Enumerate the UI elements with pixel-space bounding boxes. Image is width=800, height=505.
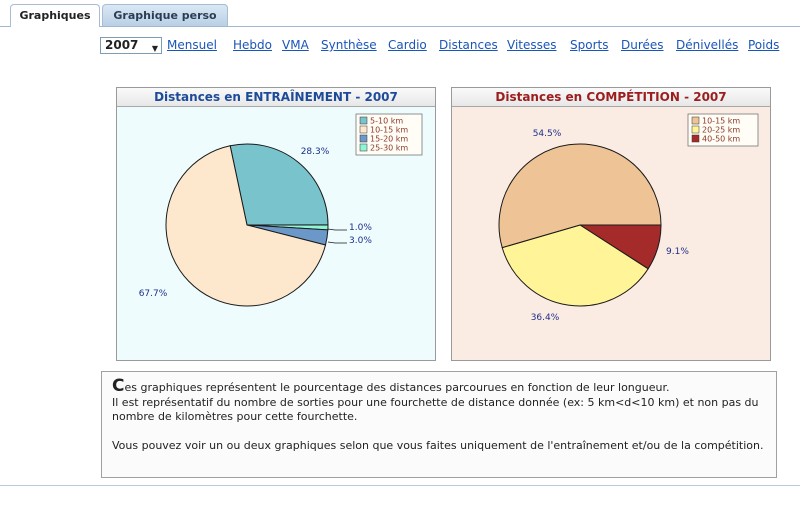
nav-link-hebdo[interactable]: Hebdo xyxy=(233,38,272,52)
info-line-1: es graphiques représentent le pourcentag… xyxy=(124,381,670,394)
legend-swatch xyxy=(691,125,700,134)
nav-link-cardio[interactable]: Cardio xyxy=(388,38,427,52)
nav-link-synthese[interactable]: Synthèse xyxy=(321,38,377,52)
legend-label: 20-25 km xyxy=(702,126,740,135)
chart-title: Distances en COMPÉTITION - 2007 xyxy=(452,88,770,107)
legend-label: 10-15 km xyxy=(702,117,740,126)
legend-swatch xyxy=(359,143,368,152)
slice-label: 36.4% xyxy=(531,313,560,323)
tab-bar: Graphiques Graphique perso xyxy=(0,0,800,27)
legend-label: 40-50 km xyxy=(702,135,740,144)
legend-swatch xyxy=(691,134,700,143)
slice-label: 67.7% xyxy=(139,289,168,299)
slice-label: 3.0% xyxy=(349,236,372,246)
year-select[interactable]: 2007 ▼ xyxy=(100,37,162,54)
legend-label: 25-30 km xyxy=(370,144,408,153)
slice-label: 28.3% xyxy=(301,147,330,157)
legend-box xyxy=(687,113,759,147)
year-value: 2007 xyxy=(105,38,139,52)
label-leader xyxy=(327,228,347,231)
legend-swatch xyxy=(359,134,368,143)
slice-label: 9.1% xyxy=(666,247,689,257)
slice-label: 1.0% xyxy=(349,223,372,233)
legend-label: 5-10 km xyxy=(370,117,403,126)
pie-slice xyxy=(165,145,327,307)
legend-swatch xyxy=(359,125,368,134)
nav-link-vitesses[interactable]: Vitesses xyxy=(507,38,557,52)
legend-label: 15-20 km xyxy=(370,135,408,144)
footer-divider xyxy=(0,485,800,486)
pie-slice xyxy=(229,143,329,226)
nav-link-mensuel[interactable]: Mensuel xyxy=(167,38,217,52)
info-line-2: Il est représentatif du nombre de sortie… xyxy=(112,395,759,424)
chart-panel-competition: Distances en COMPÉTITION - 2007 54.5% 36.… xyxy=(451,87,771,361)
legend-swatch xyxy=(691,116,700,125)
nav-link-durees[interactable]: Durées xyxy=(621,38,664,52)
chevron-down-icon[interactable]: ▼ xyxy=(151,44,158,53)
pie-slice xyxy=(501,224,649,307)
legend-label: 10-15 km xyxy=(370,126,408,135)
nav-link-vma[interactable]: VMA xyxy=(282,38,309,52)
label-leader xyxy=(327,241,347,244)
tab-graphiques[interactable]: Graphiques xyxy=(10,4,100,27)
nav-link-sports[interactable]: Sports xyxy=(570,38,609,52)
slice-label: 54.5% xyxy=(533,129,562,139)
chart-panel-entrainement: Distances en ENTRAÎNEMENT - 2007 28.3% 67… xyxy=(116,87,436,361)
nav-link-denivelles[interactable]: Dénivellés xyxy=(676,38,739,52)
info-box: Ces graphiques représentent le pourcenta… xyxy=(101,371,777,478)
tab-divider xyxy=(0,26,800,27)
info-dropcap: C xyxy=(112,376,125,396)
nav-link-distances[interactable]: Distances xyxy=(439,38,498,52)
nav-link-poids[interactable]: Poids xyxy=(748,38,780,52)
info-line-3: Vous pouvez voir un ou deux graphiques s… xyxy=(112,439,764,452)
chart-title: Distances en ENTRAÎNEMENT - 2007 xyxy=(117,88,435,107)
legend-swatch xyxy=(359,116,368,125)
tab-graphique-perso[interactable]: Graphique perso xyxy=(102,4,228,26)
pie-slice xyxy=(498,143,662,249)
